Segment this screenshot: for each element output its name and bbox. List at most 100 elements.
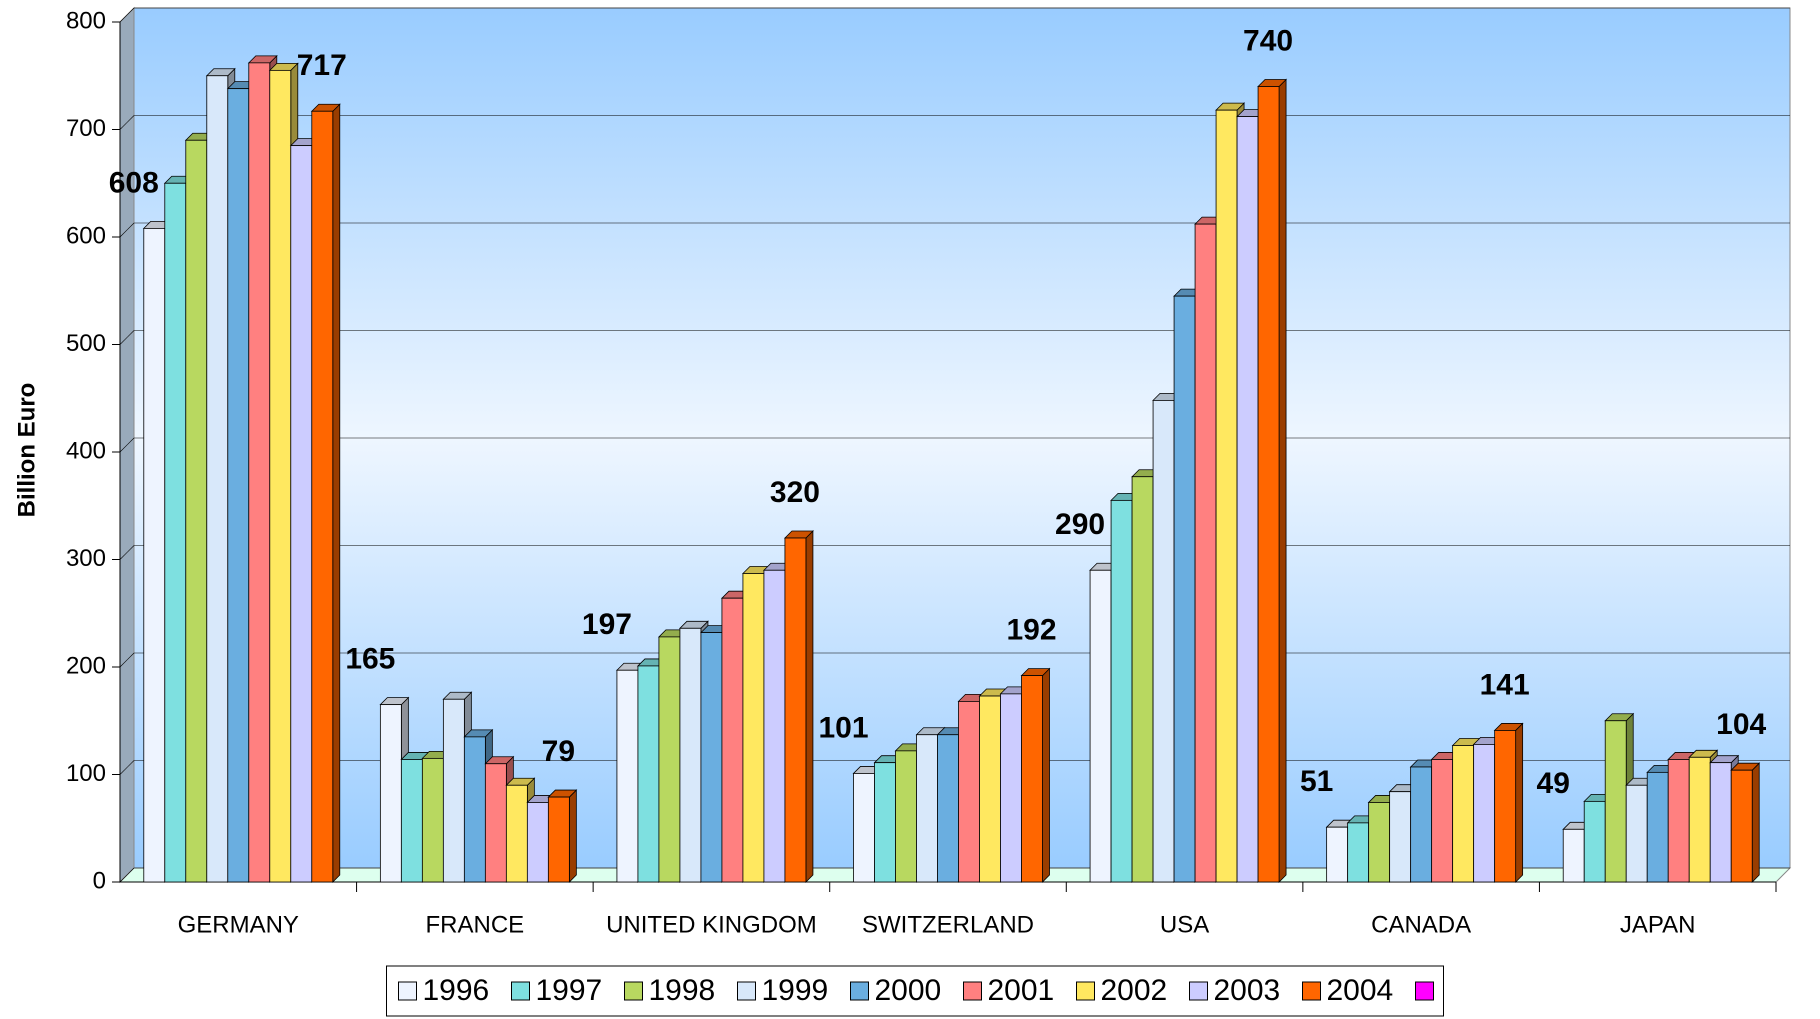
bar [248,62,271,883]
legend-swatch [624,981,643,1001]
bar [547,796,570,883]
data-label: 608 [109,166,159,199]
bar [505,784,528,883]
bar [1410,766,1433,883]
legend-swatch [1415,981,1434,1001]
bar [742,573,765,883]
bar-side [1278,78,1287,883]
legend-label: 2002 [1101,974,1168,1007]
bar [1709,762,1732,883]
bar [1173,295,1196,883]
bar [379,704,402,883]
bar [1131,476,1154,883]
grid-line [119,760,135,775]
bar [1021,675,1043,883]
legend-box [386,965,1444,1017]
bar [1110,499,1133,883]
y-tick-label: 100 [66,760,106,787]
bar [1730,769,1753,883]
bar [1152,399,1175,883]
legend: 1996 1997 1998 1999 2000 2001 2002 2003 2004 [386,965,1444,1017]
legend-label: 1996 [423,974,490,1007]
bar-side [1515,722,1524,883]
bar [721,597,744,883]
x-tick-label: FRANCE [426,911,525,938]
bar [1194,223,1217,883]
bar [290,145,313,883]
bar [421,757,444,883]
bar-side [1042,667,1050,883]
x-tick-label: CANADA [1371,911,1471,938]
bar-side [1751,762,1760,883]
bar-side [332,103,341,883]
x-tick-label: UNITED KINGDOM [606,911,817,938]
bar [311,110,334,883]
bar [1667,759,1690,883]
legend-swatch [398,981,417,1001]
bar [1089,569,1112,883]
bar [1389,791,1412,883]
data-label: 51 [1300,765,1333,798]
bar [658,636,681,883]
legend-label: 2003 [1214,974,1281,1007]
bar [526,802,549,883]
bar [895,750,917,883]
bar [916,734,938,883]
bar [1562,828,1585,883]
bar [1347,822,1370,883]
data-label: 740 [1243,24,1293,57]
legend-swatch [963,981,982,1001]
bar [700,632,723,883]
bar [442,698,465,883]
y-tick-label: 700 [66,115,106,142]
legend-swatch [737,981,756,1001]
legend-label: 1998 [649,974,716,1007]
grid-line [119,867,135,883]
bar-side [568,789,577,883]
bar [227,88,250,883]
legend-swatch [1076,981,1095,1001]
bar [1452,745,1475,883]
legend-swatch [1189,981,1208,1001]
x-tick-label: USA [1160,911,1209,938]
bar-side [805,530,814,883]
grid-line [119,330,135,345]
legend-label: 2001 [988,974,1055,1007]
data-label: 101 [818,711,868,744]
bar [979,695,1001,883]
legend-label: 1997 [536,974,603,1007]
bar [206,75,229,883]
data-label: 197 [582,608,632,641]
bar [1236,116,1259,883]
grid-line [119,115,135,130]
bar [1215,109,1238,883]
grid-line [119,7,135,23]
data-label: 165 [345,643,395,676]
bar [1688,756,1711,883]
data-label: 320 [770,476,820,509]
grid-line [119,652,135,668]
bar [1494,730,1517,883]
data-label: 141 [1480,668,1530,701]
data-label: 717 [297,49,347,82]
bar [1583,800,1606,883]
bar [185,139,208,883]
legend-swatch [850,981,869,1001]
bar [958,701,980,883]
bar [1257,86,1280,883]
x-tick-label: JAPAN [1620,911,1696,938]
y-tick-label: 500 [66,330,106,357]
bar [637,665,660,883]
bar [1646,771,1669,883]
y-tick-label: 200 [66,652,106,679]
bar [1604,720,1627,883]
legend-label: 1999 [762,974,829,1007]
y-tick-label: 600 [66,222,106,249]
grid-line [119,545,135,560]
bar [463,736,486,883]
data-label: 79 [542,735,575,768]
bar [616,669,639,883]
bar [1000,693,1022,883]
bar [679,627,702,883]
